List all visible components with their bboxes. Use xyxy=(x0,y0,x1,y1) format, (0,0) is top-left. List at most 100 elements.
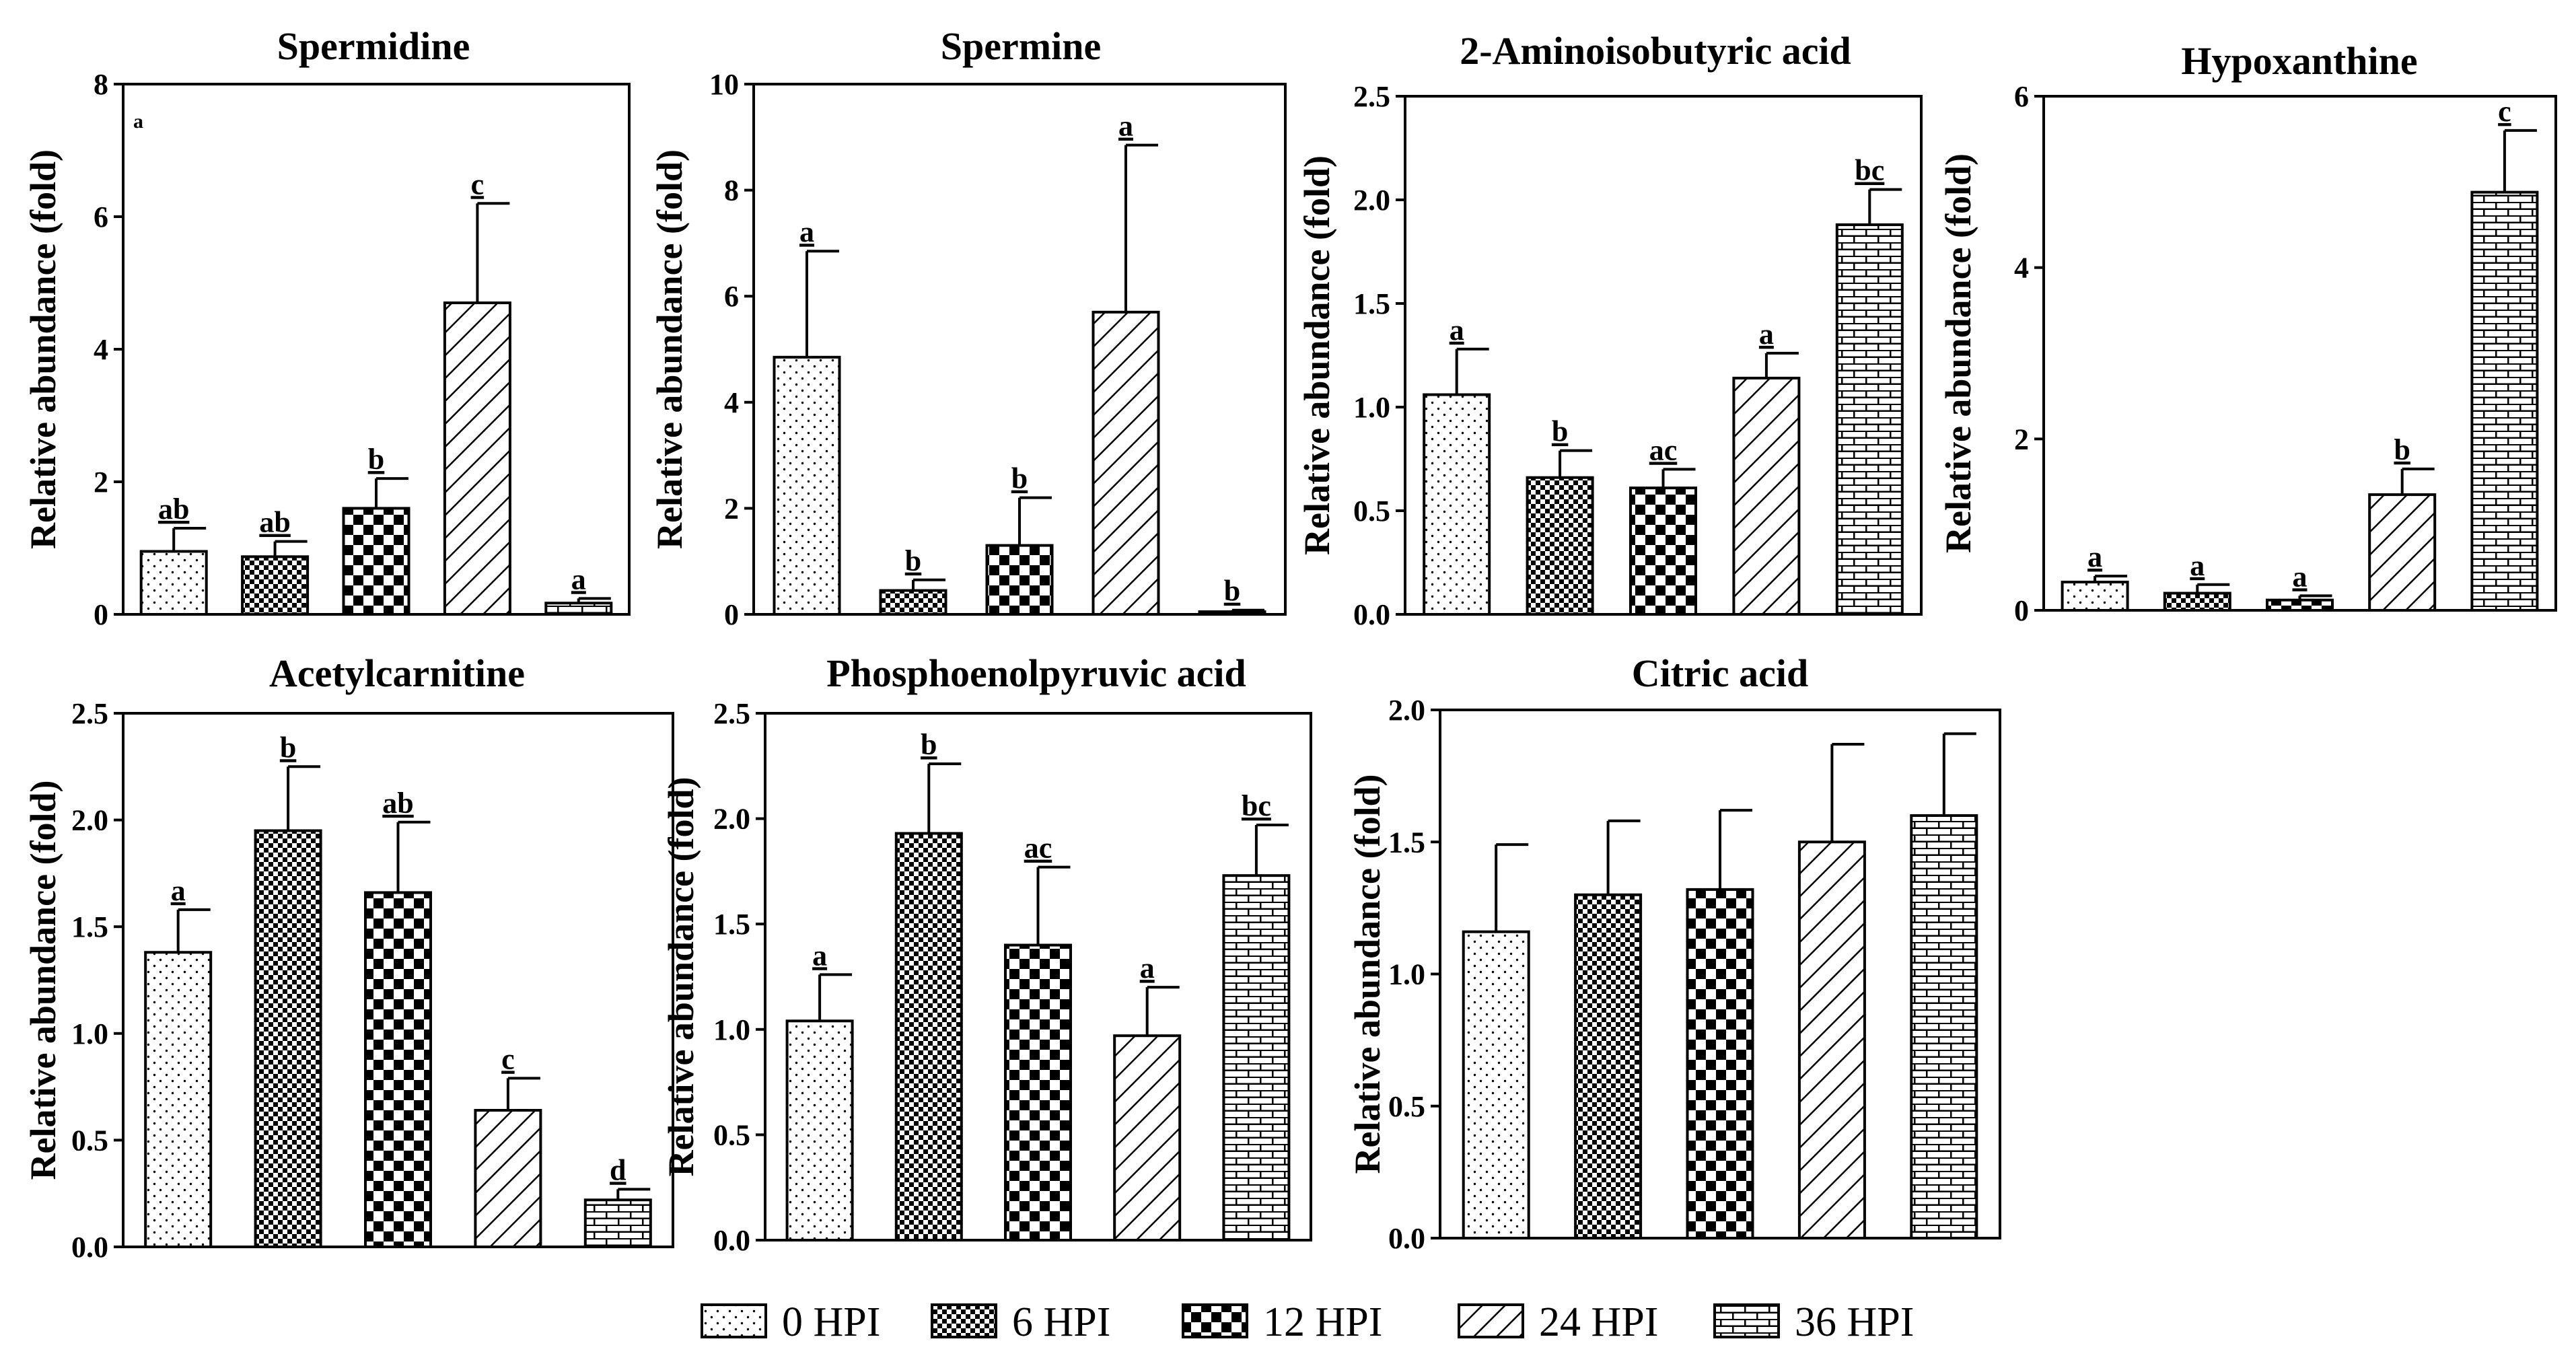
y-tick-label: 0 xyxy=(724,598,739,631)
chart-title: 2-Aminoisobutyric acid xyxy=(1460,29,1851,73)
y-tick-label: 1.0 xyxy=(71,1017,108,1050)
chart-title: Hypoxanthine xyxy=(2181,39,2417,83)
chart-title: Spermidine xyxy=(277,24,470,68)
bar-36-hpi xyxy=(1835,223,1904,616)
y-tick-label: 4 xyxy=(2014,252,2029,285)
y-tick-label: 2.0 xyxy=(713,803,750,836)
bar-24-hpi xyxy=(1732,376,1801,616)
y-axis-label: Relative abundance (fold) xyxy=(649,149,690,549)
legend-swatch-24-hpi xyxy=(1458,1303,1524,1338)
y-axis-label: Relative abundance (fold) xyxy=(1938,153,1978,553)
bar-0-hpi xyxy=(139,550,208,616)
y-tick-label: 6 xyxy=(2014,80,2029,113)
bar-0-hpi xyxy=(1462,930,1530,1239)
bar-36-hpi xyxy=(2470,190,2539,612)
bar-24-hpi xyxy=(1797,840,1866,1239)
significance-label-0-hpi: a xyxy=(2087,540,2102,573)
legend-item-12-hpi: 12 HPI xyxy=(1182,1299,1382,1345)
y-tick-label: 0.0 xyxy=(1388,1222,1425,1255)
y-tick-label: 2.5 xyxy=(71,697,108,730)
bar-12-hpi xyxy=(985,544,1054,616)
bar-0-hpi xyxy=(785,1019,854,1241)
bar-24-hpi xyxy=(2368,493,2437,612)
bar-36-hpi xyxy=(1910,814,1978,1239)
y-tick-label: 6 xyxy=(94,201,108,233)
legend-label-12-hpi: 12 HPI xyxy=(1263,1299,1382,1345)
bar-0-hpi xyxy=(1423,393,1491,616)
chart-title: Acetylcarnitine xyxy=(269,651,525,695)
panel-note: a xyxy=(133,110,143,133)
bar-12-hpi xyxy=(364,891,432,1248)
significance-label-24-hpi: c xyxy=(501,1042,515,1075)
significance-label-36-hpi: a xyxy=(571,563,586,596)
y-tick-label: 1.5 xyxy=(1388,826,1425,859)
significance-label-12-hpi: ac xyxy=(1649,433,1678,466)
y-tick-label: 8 xyxy=(724,174,739,207)
y-tick-label: 8 xyxy=(94,68,108,101)
chart-title: Citric acid xyxy=(1632,651,1809,695)
bar-36-hpi xyxy=(1222,874,1291,1241)
y-tick-label: 2.5 xyxy=(713,697,750,730)
significance-label-24-hpi: b xyxy=(2394,433,2410,466)
y-tick-label: 2 xyxy=(94,466,108,499)
bar-6-hpi xyxy=(1574,893,1643,1239)
bar-6-hpi xyxy=(894,832,963,1242)
significance-label-36-hpi: b xyxy=(1224,575,1240,608)
y-tick-label: 1.0 xyxy=(1353,391,1390,424)
y-tick-label: 4 xyxy=(724,386,739,419)
y-axis-label: Relative abundance (fold) xyxy=(1297,155,1337,555)
y-tick-label: 1.0 xyxy=(1388,958,1425,991)
bar-6-hpi xyxy=(879,589,947,616)
y-tick-label: 0.0 xyxy=(713,1224,750,1257)
legend-label-0-hpi: 0 HPI xyxy=(782,1299,880,1345)
bar-6-hpi xyxy=(254,829,322,1248)
bar-24-hpi xyxy=(1113,1034,1182,1242)
y-tick-label: 1.5 xyxy=(713,908,750,941)
legend-label-36-hpi: 36 HPI xyxy=(1795,1299,1914,1345)
significance-label-0-hpi: a xyxy=(171,874,186,907)
significance-label-6-hpi: b xyxy=(1552,415,1568,448)
y-tick-label: 0.5 xyxy=(1353,495,1390,528)
bar-24-hpi xyxy=(1092,310,1160,616)
significance-label-0-hpi: ab xyxy=(158,493,189,526)
panel-citric-acid: Citric acid Relative abundance (fold) 0.0 0… xyxy=(1347,651,2001,1255)
bar-12-hpi xyxy=(1629,487,1697,616)
legend-label-24-hpi: 24 HPI xyxy=(1539,1299,1658,1345)
significance-label-6-hpi: a xyxy=(2190,549,2205,582)
significance-label-36-hpi: bc xyxy=(1242,789,1271,822)
y-tick-label: 10 xyxy=(709,68,739,101)
bar-12-hpi xyxy=(2266,598,2334,612)
significance-label-24-hpi: a xyxy=(1759,318,1774,351)
significance-label-6-hpi: b xyxy=(905,544,921,577)
bar-12-hpi xyxy=(1004,943,1072,1242)
y-tick-label: 0.0 xyxy=(71,1231,108,1264)
y-tick-label: 0 xyxy=(94,598,108,631)
y-tick-label: 2.0 xyxy=(1388,694,1425,727)
significance-label-12-hpi: ab xyxy=(382,787,413,820)
panel-phosphoenolpyruvic-acid: Phosphoenolpyruvic acid Relative abundanc… xyxy=(661,651,1312,1257)
legend-item-6-hpi: 6 HPI xyxy=(931,1299,1110,1345)
significance-label-24-hpi: a xyxy=(1140,951,1155,984)
y-tick-label: 4 xyxy=(94,333,108,366)
y-tick-label: 0.5 xyxy=(71,1124,108,1157)
panel-spermidine: Spermidine Relative abundance (fold) 0 2 4 6 8… xyxy=(23,24,631,631)
significance-label-0-hpi: a xyxy=(812,939,827,972)
panel-acetylcarnitine: Acetylcarnitine Relative abundance (fold)… xyxy=(23,651,674,1264)
bar-6-hpi xyxy=(1526,476,1594,616)
significance-label-6-hpi: ab xyxy=(259,506,290,539)
bar-12-hpi xyxy=(1686,888,1754,1239)
significance-label-0-hpi: a xyxy=(799,215,814,248)
legend-label-6-hpi: 6 HPI xyxy=(1012,1299,1110,1345)
y-axis-label: Relative abundance (fold) xyxy=(1347,775,1388,1174)
y-tick-label: 2 xyxy=(724,492,739,525)
bar-6-hpi xyxy=(241,555,310,616)
significance-label-12-hpi: b xyxy=(368,443,384,476)
y-tick-label: 0 xyxy=(2014,594,2029,627)
bar-0-hpi xyxy=(144,951,213,1249)
significance-label-36-hpi: d xyxy=(610,1153,626,1186)
bar-24-hpi xyxy=(474,1108,542,1248)
y-tick-label: 0.5 xyxy=(713,1118,750,1151)
y-tick-label: 2 xyxy=(2014,423,2029,456)
y-tick-label: 2.0 xyxy=(1353,184,1390,217)
